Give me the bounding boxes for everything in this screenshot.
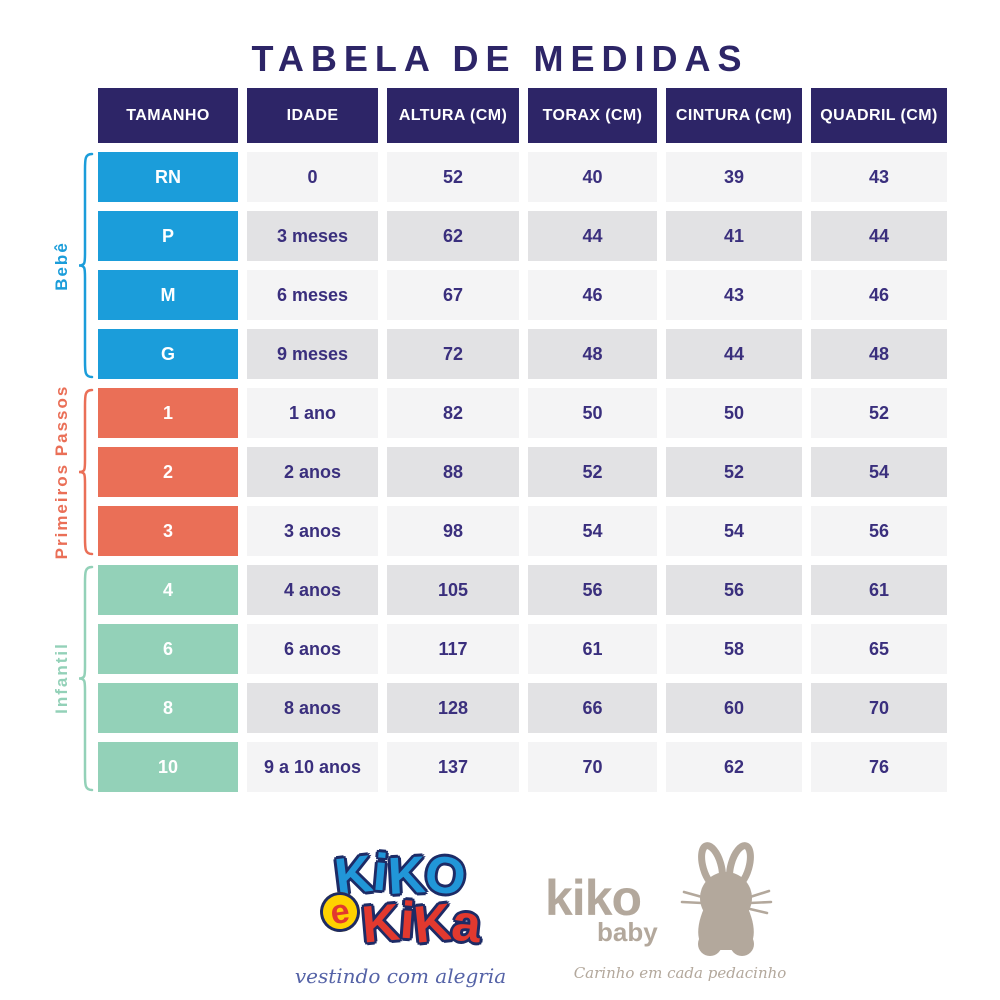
size-cell: 1 [98, 388, 238, 438]
data-cell: 76 [811, 742, 947, 792]
brace-icon [78, 565, 94, 792]
kiko-e-kika-tagline: vestindo com alegria [294, 964, 507, 988]
kiko-e-kika-logo: KiKO e KiKa vestindo com alegria [283, 843, 518, 988]
data-cell: 50 [528, 388, 657, 438]
data-cell: 9 a 10 anos [247, 742, 378, 792]
data-cell: 70 [811, 683, 947, 733]
primeiros-group-brace [78, 388, 94, 556]
column-header: QUADRIL (CM) [811, 88, 947, 143]
kiko-baby-sub: baby [597, 917, 658, 947]
data-cell: 44 [528, 211, 657, 261]
column-header: CINTURA (CM) [666, 88, 802, 143]
data-cell: 0 [247, 152, 378, 202]
data-cell: 3 anos [247, 506, 378, 556]
group-label-infantil: Infantil [52, 642, 71, 714]
column-header: IDADE [247, 88, 378, 143]
brace-icon [78, 388, 94, 556]
logo-letter: a [448, 893, 484, 955]
data-cell: 88 [387, 447, 519, 497]
data-cell: 6 meses [247, 270, 378, 320]
kiko-baby-tagline: Carinho em cada pedacinho [573, 964, 787, 982]
data-cell: 56 [666, 565, 802, 615]
page-title: TABELA DE MEDIDAS [251, 38, 749, 80]
data-cell: 62 [666, 742, 802, 792]
data-cell: 70 [528, 742, 657, 792]
data-cell: 43 [666, 270, 802, 320]
size-cell: P [98, 211, 238, 261]
size-cell: 10 [98, 742, 238, 792]
data-cell: 66 [528, 683, 657, 733]
logo-letter: K [411, 893, 455, 955]
data-cell: 43 [811, 152, 947, 202]
data-cell: 58 [666, 624, 802, 674]
column-header: ALTURA (CM) [387, 88, 519, 143]
size-cell: 3 [98, 506, 238, 556]
size-cell: RN [98, 152, 238, 202]
data-cell: 52 [528, 447, 657, 497]
data-cell: 56 [528, 565, 657, 615]
size-cell: G [98, 329, 238, 379]
data-cell: 61 [528, 624, 657, 674]
kiko-baby-name: kiko [545, 870, 642, 926]
data-cell: 44 [666, 329, 802, 379]
size-cell: 8 [98, 683, 238, 733]
data-cell: 52 [666, 447, 802, 497]
size-cell: 4 [98, 565, 238, 615]
data-cell: 4 anos [247, 565, 378, 615]
data-cell: 65 [811, 624, 947, 674]
data-cell: 117 [387, 624, 519, 674]
data-cell: 50 [666, 388, 802, 438]
data-cell: 46 [528, 270, 657, 320]
kiko-baby-logo: kiko baby [545, 842, 815, 982]
data-cell: 41 [666, 211, 802, 261]
data-cell: 48 [528, 329, 657, 379]
data-cell: 9 meses [247, 329, 378, 379]
data-cell: 39 [666, 152, 802, 202]
brace-icon [78, 152, 94, 379]
data-cell: 67 [387, 270, 519, 320]
column-header: TAMANHO [98, 88, 238, 143]
data-cell: 82 [387, 388, 519, 438]
data-cell: 98 [387, 506, 519, 556]
data-cell: 128 [387, 683, 519, 733]
data-cell: 40 [528, 152, 657, 202]
size-cell: 2 [98, 447, 238, 497]
data-cell: 6 anos [247, 624, 378, 674]
size-cell: M [98, 270, 238, 320]
data-cell: 2 anos [247, 447, 378, 497]
data-cell: 8 anos [247, 683, 378, 733]
data-cell: 54 [528, 506, 657, 556]
data-cell: 3 meses [247, 211, 378, 261]
data-cell: 72 [387, 329, 519, 379]
data-cell: 1 ano [247, 388, 378, 438]
data-cell: 48 [811, 329, 947, 379]
data-cell: 46 [811, 270, 947, 320]
bebe-group-brace [78, 152, 94, 379]
logo-letter: K [359, 893, 403, 955]
data-cell: 62 [387, 211, 519, 261]
data-cell: 56 [811, 506, 947, 556]
data-cell: 54 [666, 506, 802, 556]
bunny-icon [680, 842, 772, 956]
data-cell: 44 [811, 211, 947, 261]
data-cell: 60 [666, 683, 802, 733]
data-cell: 105 [387, 565, 519, 615]
column-header: TORAX (CM) [528, 88, 657, 143]
size-table: TAMANHO IDADE ALTURA (CM) TORAX (CM) CINTURA… [98, 88, 947, 792]
data-cell: 52 [811, 388, 947, 438]
data-cell: 137 [387, 742, 519, 792]
data-cell: 61 [811, 565, 947, 615]
infantil-group-brace [78, 565, 94, 792]
size-cell: 6 [98, 624, 238, 674]
data-cell: 52 [387, 152, 519, 202]
data-cell: 54 [811, 447, 947, 497]
